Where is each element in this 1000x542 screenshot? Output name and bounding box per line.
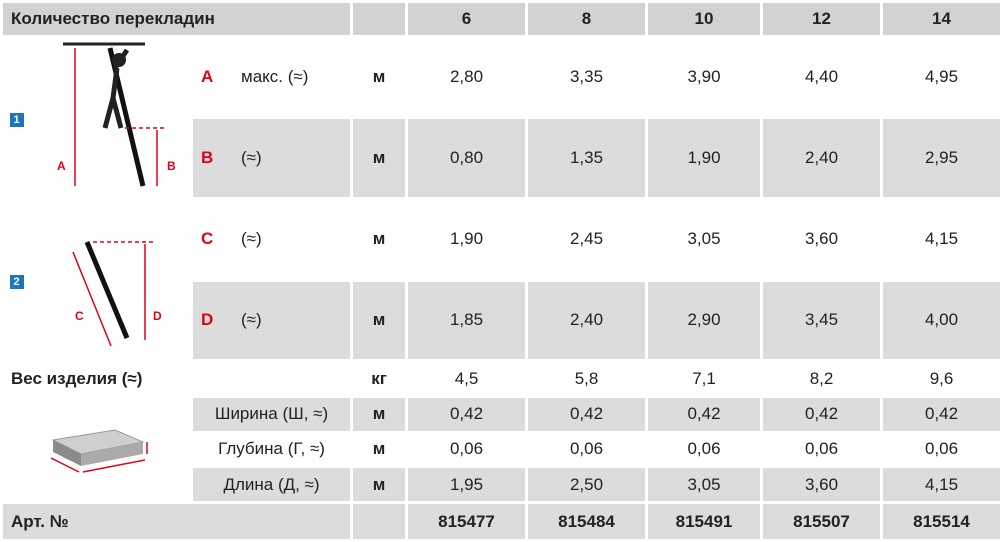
width-row: Ширина (Ш, ≈) м 0,42 0,42 0,42 0,42 0,42 [2, 397, 1000, 433]
value: 4,5 [407, 361, 527, 397]
value: 0,42 [882, 397, 1000, 433]
diagram-letter: A [57, 159, 66, 173]
weight-label: Вес изделия (≈) [2, 361, 352, 397]
value: 1,85 [407, 280, 527, 361]
value: 2,40 [762, 118, 882, 199]
diagram-letter: C [75, 309, 84, 323]
value: 0,06 [647, 432, 762, 467]
value: 2,50 [527, 467, 647, 503]
unit: м [352, 37, 407, 118]
label: Глубина (Г, ≈) [192, 432, 352, 467]
value: 2,40 [527, 280, 647, 361]
value: 3,90 [647, 37, 762, 118]
col-head: 12 [762, 2, 882, 37]
label: Ширина (Ш, ≈) [192, 397, 352, 433]
badge-cell: 2 [2, 199, 32, 361]
value: 4,00 [882, 280, 1000, 361]
value: 0,42 [527, 397, 647, 433]
row-c: 2 C D C(≈) м 1,90 2,45 3,05 3,60 4,15 [2, 199, 1000, 281]
value: 0,06 [407, 432, 527, 467]
header-title: Количество перекладин [2, 2, 352, 37]
badge: 1 [10, 113, 24, 127]
col-head: 6 [407, 2, 527, 37]
value: 2,90 [647, 280, 762, 361]
badge: 2 [10, 275, 24, 289]
diagram-cell: A B [32, 37, 192, 199]
value: 0,06 [882, 432, 1000, 467]
unit: м [352, 280, 407, 361]
col-head: 10 [647, 2, 762, 37]
value: 4,95 [882, 37, 1000, 118]
empty [352, 2, 407, 37]
unit: м [352, 467, 407, 503]
value: 2,95 [882, 118, 1000, 199]
value: 8,2 [762, 361, 882, 397]
label-text: макс. (≈) [241, 67, 308, 86]
value: 0,42 [647, 397, 762, 433]
label-text: (≈) [241, 310, 262, 329]
col-head: 8 [527, 2, 647, 37]
label: C(≈) [192, 199, 352, 281]
value: 3,45 [762, 280, 882, 361]
unit: кг [352, 361, 407, 397]
value: 3,05 [647, 467, 762, 503]
value: 0,06 [527, 432, 647, 467]
value: 9,6 [882, 361, 1000, 397]
value: 3,35 [527, 37, 647, 118]
value: 3,60 [762, 199, 882, 281]
value: 2,45 [527, 199, 647, 281]
col-head: 14 [882, 2, 1000, 37]
value: 4,40 [762, 37, 882, 118]
value: 4,15 [882, 467, 1000, 503]
label: B(≈) [192, 118, 352, 199]
value: 5,8 [527, 361, 647, 397]
unit: м [352, 199, 407, 281]
value: 0,06 [762, 432, 882, 467]
letter: D [201, 310, 241, 330]
value: 3,05 [647, 199, 762, 281]
value: 0,80 [407, 118, 527, 199]
unit: м [352, 432, 407, 467]
diagram-letter: B [167, 159, 176, 173]
value: 2,80 [407, 37, 527, 118]
value: 1,95 [407, 467, 527, 503]
letter: B [201, 148, 241, 168]
weight-row: Вес изделия (≈) кг 4,5 5,8 7,1 8,2 9,6 [2, 361, 1000, 397]
ladder-diagram-2: C D [35, 200, 189, 354]
value: 1,90 [407, 199, 527, 281]
header-row: Количество перекладин 6 8 10 12 14 [2, 2, 1000, 37]
value: 0,42 [762, 397, 882, 433]
ladder-diagram-1: A B [35, 38, 189, 192]
diagram-letter: D [153, 309, 162, 323]
value: 3,60 [762, 467, 882, 503]
unit: м [352, 118, 407, 199]
diagram-cell: C D [32, 199, 192, 361]
letter: C [201, 229, 241, 249]
value: 0,42 [407, 397, 527, 433]
letter: A [201, 67, 241, 87]
box-diagram-cell [2, 397, 192, 503]
label: Длина (Д, ≈) [192, 467, 352, 503]
label: D(≈) [192, 280, 352, 361]
value: 4,15 [882, 199, 1000, 281]
value: 1,35 [527, 118, 647, 199]
label-text: (≈) [241, 148, 262, 167]
label-text: (≈) [241, 229, 262, 248]
value: 7,1 [647, 361, 762, 397]
badge-cell: 1 [2, 37, 32, 199]
box-diagram [5, 398, 189, 496]
unit: м [352, 397, 407, 433]
value: 1,90 [647, 118, 762, 199]
